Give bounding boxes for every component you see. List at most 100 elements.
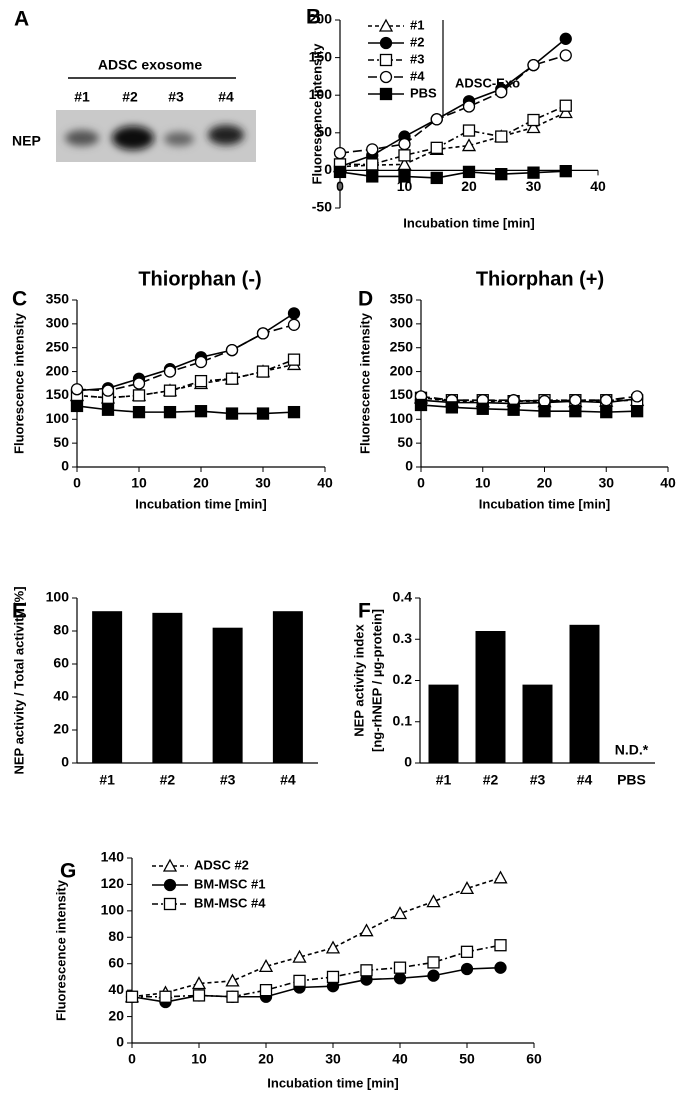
marker xyxy=(476,402,489,415)
marker xyxy=(569,394,582,407)
bar xyxy=(212,627,243,763)
lane-label: #2 xyxy=(122,89,138,105)
panel-letter: E xyxy=(12,600,26,623)
bar xyxy=(92,611,123,763)
marker xyxy=(256,327,270,340)
marker xyxy=(325,940,341,954)
x-tick-label: #3 xyxy=(220,772,236,788)
y-axis-label: Fluorescence intensity xyxy=(11,312,26,454)
row-label: NEP xyxy=(12,133,41,149)
marker xyxy=(132,377,146,390)
x-tick-label: 40 xyxy=(317,475,333,491)
x-axis-label: Incubation time [min] xyxy=(135,496,266,511)
marker xyxy=(287,307,301,320)
marker xyxy=(379,87,393,101)
marker xyxy=(292,949,307,963)
y-tick-label: 0 xyxy=(61,754,69,770)
y-tick-label: 100 xyxy=(309,86,333,102)
panel-letter: D xyxy=(358,288,373,311)
bar xyxy=(152,612,183,763)
y-tick-label: 40 xyxy=(108,981,124,997)
y-tick-label: 0.2 xyxy=(393,671,413,687)
legend-label: #3 xyxy=(410,51,424,66)
lane-label: #4 xyxy=(218,89,234,105)
y-tick-label: 140 xyxy=(101,849,125,865)
marker xyxy=(163,878,177,892)
y-tick-label: 0 xyxy=(324,161,332,177)
bar xyxy=(475,631,506,763)
x-tick-label: 40 xyxy=(660,475,676,491)
marker xyxy=(426,894,441,908)
marker xyxy=(462,124,476,137)
marker xyxy=(430,113,443,126)
marker xyxy=(191,976,207,990)
x-tick-label: #4 xyxy=(577,772,593,788)
x-tick-label: 20 xyxy=(258,1051,274,1067)
legend-label: ADSC #2 xyxy=(194,857,249,872)
y-tick-label: 200 xyxy=(390,362,414,378)
panel-letter: A xyxy=(14,8,29,31)
marker xyxy=(163,365,177,378)
marker xyxy=(600,394,613,407)
x-tick-label: PBS xyxy=(617,772,646,788)
marker xyxy=(378,18,394,32)
marker xyxy=(462,100,476,113)
marker xyxy=(225,973,240,987)
marker xyxy=(526,120,541,134)
y-axis-label: NEP activity / Total activity [%] xyxy=(11,586,26,774)
marker xyxy=(538,395,551,408)
y-tick-label: 150 xyxy=(390,386,414,402)
marker xyxy=(70,399,84,413)
y-tick-label: 100 xyxy=(101,902,125,918)
x-axis-label: Incubation time [min] xyxy=(403,215,534,230)
marker xyxy=(366,143,379,156)
x-tick-label: 0 xyxy=(128,1051,136,1067)
marker xyxy=(256,365,270,378)
x-tick-label: 10 xyxy=(475,475,491,491)
y-tick-label: 100 xyxy=(46,410,70,426)
marker xyxy=(333,146,347,160)
marker xyxy=(493,870,508,884)
marker xyxy=(600,405,613,419)
x-tick-label: 60 xyxy=(526,1051,542,1067)
y-tick-label: 20 xyxy=(108,1007,124,1023)
y-tick-label: 150 xyxy=(46,386,70,402)
y-tick-label: 350 xyxy=(390,291,414,307)
marker xyxy=(287,405,301,419)
marker xyxy=(527,166,540,179)
bar xyxy=(272,611,303,763)
x-tick-label: 10 xyxy=(191,1051,207,1067)
marker xyxy=(163,384,177,397)
marker xyxy=(379,70,393,84)
x-tick-label: #4 xyxy=(280,772,296,788)
y-tick-label: 0 xyxy=(61,458,69,474)
y-tick-label: 0 xyxy=(116,1034,124,1050)
x-tick-label: 30 xyxy=(325,1051,341,1067)
marker xyxy=(427,956,440,969)
marker xyxy=(379,53,393,67)
marker xyxy=(194,405,208,418)
marker xyxy=(495,168,508,181)
marker xyxy=(163,405,177,419)
y-tick-label: 200 xyxy=(46,362,70,378)
marker xyxy=(398,170,411,183)
marker xyxy=(366,170,379,183)
marker xyxy=(398,149,411,162)
marker xyxy=(225,343,239,357)
marker xyxy=(293,974,306,988)
marker xyxy=(70,383,84,396)
bar xyxy=(428,684,459,763)
y-tick-label: 60 xyxy=(53,655,69,671)
marker xyxy=(194,355,208,369)
x-tick-label: #2 xyxy=(483,772,499,788)
blot-title: ADSC exosome xyxy=(98,57,202,73)
lane-label: #1 xyxy=(74,89,90,105)
marker xyxy=(559,32,572,45)
x-tick-label: #1 xyxy=(99,772,115,788)
x-tick-label: 40 xyxy=(392,1051,408,1067)
marker xyxy=(430,171,443,185)
legend-label: BM-MSC #4 xyxy=(194,895,266,910)
x-tick-label: 0 xyxy=(336,178,344,194)
marker xyxy=(287,353,301,366)
